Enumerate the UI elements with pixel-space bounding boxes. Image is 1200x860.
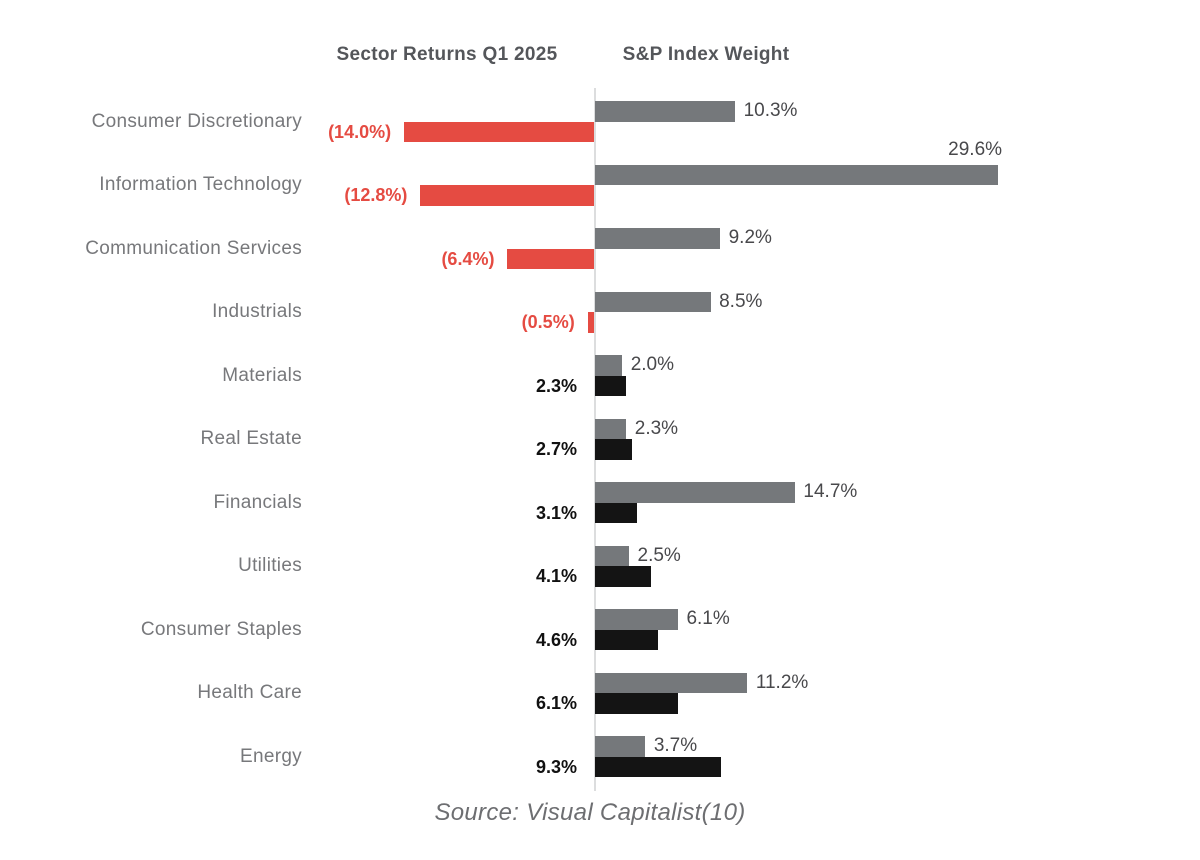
weight-bar <box>595 418 627 439</box>
category-label: Energy <box>239 745 302 767</box>
weight-value-label: 14.7% <box>803 481 858 503</box>
weight-value-label: 6.1% <box>686 608 730 630</box>
weight-bar <box>595 545 629 566</box>
return-value-label: 2.3% <box>535 375 577 396</box>
return-value-label: 4.6% <box>535 629 577 650</box>
weight-value-label: 29.6% <box>948 138 1003 160</box>
category-label: Industrials <box>212 301 302 322</box>
weight-bar <box>595 609 678 630</box>
return-value-label: 3.1% <box>535 502 577 523</box>
weight-bar <box>595 482 795 503</box>
weight-value-label: 2.0% <box>630 354 674 376</box>
category-label: Information Technology <box>99 174 302 195</box>
return-value-label: (12.8%) <box>344 185 408 206</box>
return-value-label: (14.0%) <box>328 121 392 142</box>
category-label: Communication Services <box>85 237 302 259</box>
return-bar-negative <box>507 248 595 269</box>
weight-bar <box>595 355 623 376</box>
weight-value-label: 11.2% <box>755 671 809 693</box>
weight-bar <box>595 291 711 312</box>
weight-value-label: 9.2% <box>728 227 772 249</box>
weight-bar <box>595 164 998 185</box>
category-label: Consumer Staples <box>140 618 302 640</box>
return-bar-negative <box>587 312 595 333</box>
weight-column-header: S&P Index Weight <box>622 44 790 65</box>
weight-value-label: 3.7% <box>653 735 698 757</box>
zero-axis-line <box>593 88 596 791</box>
return-bar-positive <box>595 693 678 714</box>
weight-bar <box>595 672 748 693</box>
category-label: Utilities <box>238 555 302 576</box>
source-caption: Source: Visual Capitalist(10) <box>434 799 746 826</box>
return-bar-positive <box>595 439 632 460</box>
weight-value-label: 8.5% <box>719 290 763 312</box>
weight-bar <box>595 228 721 249</box>
return-value-label: 9.3% <box>535 756 577 777</box>
category-label: Real Estate <box>200 428 302 449</box>
return-value-label: 6.1% <box>535 693 577 714</box>
return-value-label: 4.1% <box>535 566 577 587</box>
return-bar-positive <box>595 566 651 587</box>
weight-value-label: 10.3% <box>743 100 798 122</box>
returns-column-header: Sector Returns Q1 2025 <box>336 44 558 65</box>
weight-value-label: 2.5% <box>637 544 681 566</box>
category-label: Consumer Discretionary <box>91 110 302 132</box>
return-bar-negative <box>404 121 595 142</box>
return-bar-positive <box>595 502 638 523</box>
return-bar-positive <box>595 375 627 396</box>
category-label: Health Care <box>197 682 302 703</box>
category-label: Financials <box>213 491 302 513</box>
return-value-label: (0.5%) <box>521 312 575 333</box>
return-value-label: (6.4%) <box>441 248 495 269</box>
return-bar-positive <box>595 756 722 777</box>
return-bar-negative <box>420 185 595 206</box>
weight-value-label: 2.3% <box>634 417 679 439</box>
return-value-label: 2.7% <box>535 439 577 460</box>
weight-bar <box>595 736 646 757</box>
weight-bar <box>595 101 736 122</box>
category-label: Materials <box>222 364 302 386</box>
return-bar-positive <box>595 629 658 650</box>
